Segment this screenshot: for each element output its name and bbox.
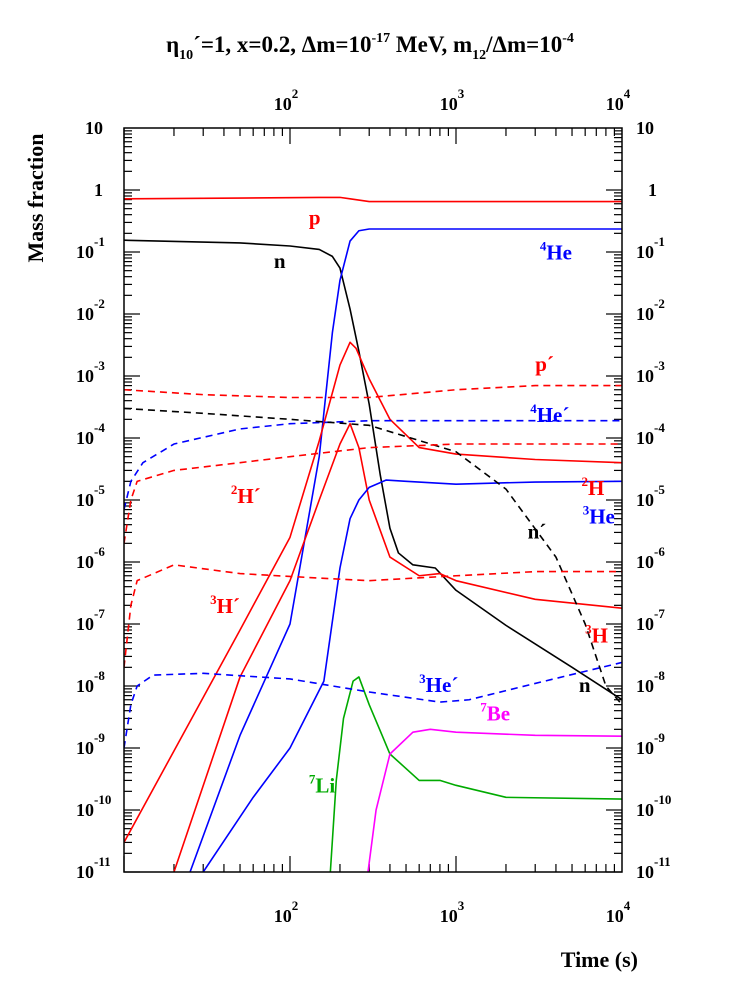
y-tick-label-right: 10-10 <box>636 792 671 820</box>
axis-ticks <box>123 128 622 873</box>
title-exp2: -4 <box>562 31 574 46</box>
y-tick-label-left: 10 <box>85 118 103 138</box>
curve-label-n: n <box>274 249 286 273</box>
y-tick-label-right: 10-5 <box>636 482 665 510</box>
y-tick-label-right: 10 <box>636 118 654 138</box>
curve-label-7li: 7Li <box>309 772 336 798</box>
series-line-3he <box>202 479 622 872</box>
title-sub2: 12 <box>472 48 486 63</box>
y-tick-label-left: 10-3 <box>76 358 105 386</box>
series-line-4he <box>189 228 622 872</box>
y-tick-label-right: 10-7 <box>636 606 665 634</box>
title-eta-sub: 10 <box>179 48 193 63</box>
series-line-4he <box>124 419 622 510</box>
y-tick-label-left: 10-6 <box>76 544 105 572</box>
y-tick-label-left: 10-8 <box>76 668 105 696</box>
curve-label-n: n <box>579 673 591 697</box>
title-part2: MeV, m <box>390 32 472 57</box>
y-tick-label-left: 1 <box>94 180 103 200</box>
title-part1: ´=1, x=0.2, Δm=10 <box>193 32 371 57</box>
x-tick-label-top: 102 <box>274 86 299 114</box>
y-tick-label-left: 10-7 <box>76 606 105 634</box>
y-tick-label-right: 10-4 <box>636 420 665 448</box>
chart-title: η10´=1, x=0.2, Δm=10-17 MeV, m12/Δm=10-4 <box>166 31 574 63</box>
curve-label-7be: 7Be <box>480 699 510 725</box>
y-tick-label-left: 10-5 <box>76 482 105 510</box>
x-tick-label-top: 103 <box>440 86 465 114</box>
curve-label-4he: 4He <box>540 239 572 265</box>
curve-label-3h: 3H <box>585 622 608 648</box>
series-line-3h <box>124 564 622 668</box>
y-tick-label-right: 10-2 <box>636 296 665 324</box>
y-tick-label-left: 10-1 <box>76 234 105 262</box>
curve-label-3he: 3He <box>583 502 615 528</box>
series-line-2h <box>124 341 622 843</box>
curve-label-n: n´ <box>528 519 547 543</box>
series-line-3h <box>173 422 622 872</box>
y-tick-label-left: 10-10 <box>76 792 111 820</box>
series-line-p <box>124 196 622 203</box>
series-line-n <box>124 407 622 706</box>
x-tick-label-bottom: 102 <box>274 898 299 926</box>
series-line-3he <box>124 661 622 749</box>
y-tick-label-right: 10-11 <box>636 854 671 882</box>
y-tick-label-right: 10-3 <box>636 358 665 386</box>
series-group <box>124 196 622 872</box>
curve-label-3he: 3He´ <box>419 671 458 697</box>
series-line-7be <box>367 728 622 872</box>
x-tick-label-top: 104 <box>606 86 631 114</box>
title-part3: /Δm=10 <box>485 32 562 57</box>
y-axis-label: Mass fraction <box>23 134 48 263</box>
y-tick-label-left: 10-9 <box>76 730 105 758</box>
series-line-7li <box>329 676 622 872</box>
y-tick-label-left: 10-11 <box>76 854 111 882</box>
y-tick-label-right: 10-1 <box>636 234 665 262</box>
y-tick-label-left: 10-4 <box>76 420 105 448</box>
y-tick-label-right: 10-6 <box>636 544 665 572</box>
series-line-n <box>124 239 622 701</box>
x-axis-label: Time (s) <box>561 947 638 972</box>
series-line-2h <box>124 443 622 544</box>
y-tick-label-left: 10-2 <box>76 296 105 324</box>
plot-frame <box>123 127 623 873</box>
y-tick-label-right: 10-8 <box>636 668 665 696</box>
curve-label-2h: 2H´ <box>231 482 261 508</box>
curve-label-3h: 3H´ <box>210 592 240 618</box>
y-tick-label-right: 10-9 <box>636 730 665 758</box>
series-line-p <box>124 384 622 399</box>
x-tick-label-bottom: 103 <box>440 898 465 926</box>
curve-label-p: p <box>309 205 321 229</box>
curve-label-2h: 2H <box>581 474 604 500</box>
y-tick-label-right: 1 <box>648 180 657 200</box>
title-eta: η <box>166 32 179 57</box>
title-exp1: -17 <box>371 31 390 46</box>
x-tick-label-bottom: 104 <box>606 898 631 926</box>
curve-label-4he: 4He´ <box>530 401 569 427</box>
curve-label-p: p´ <box>535 352 554 376</box>
